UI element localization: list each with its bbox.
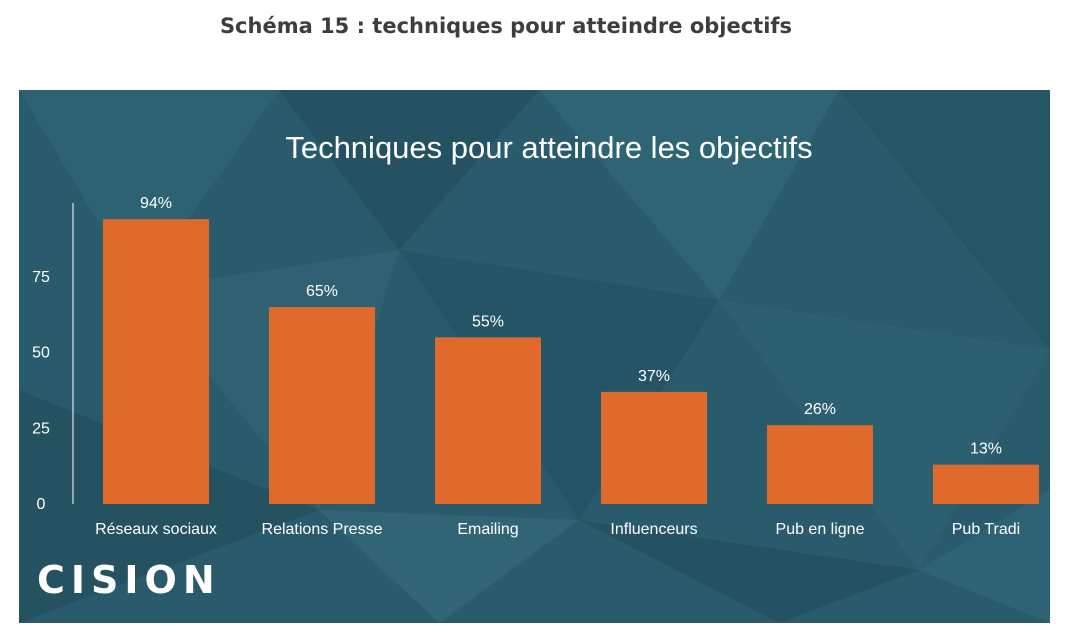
logo-text: CISION: [37, 558, 221, 602]
bar-value-label: 94%: [140, 195, 172, 212]
bar-value-label: 13%: [970, 441, 1002, 458]
category-label: Réseaux sociaux: [95, 521, 217, 538]
bar: [103, 219, 209, 504]
y-tick-label: 75: [32, 269, 50, 286]
y-tick-label: 0: [37, 496, 46, 513]
bar: [269, 307, 375, 504]
bar-value-label: 37%: [638, 368, 670, 385]
bar: [435, 337, 541, 504]
chart-title: Techniques pour atteindre les objectifs: [285, 130, 813, 165]
figure-caption: Schéma 15 : techniques pour atteindre ob…: [219, 14, 793, 38]
category-labels-group: Réseaux sociaux Relations Presse Emailing I…: [95, 521, 1020, 538]
bar: [601, 391, 707, 504]
bar: [767, 425, 873, 504]
bars-group: [103, 219, 1039, 504]
bar-value-label: 26%: [804, 401, 836, 418]
category-label: Pub en ligne: [776, 521, 865, 538]
bar-value-label: 65%: [306, 283, 338, 300]
category-label: Pub Tradi: [952, 521, 1020, 538]
chart-panel: Techniques pour atteindre les objectifs …: [19, 90, 1050, 623]
category-label: Influenceurs: [610, 521, 697, 538]
y-tick-label: 25: [32, 420, 50, 437]
bar-chart: 0 25 50 75 94% 65% 55% 37% 26% 13% Réseaux socia…: [32, 195, 1039, 538]
category-label: Relations Presse: [262, 521, 383, 538]
y-axis-ticks: 0 25 50 75: [32, 269, 50, 513]
cision-logo: CISION: [37, 558, 221, 602]
value-labels-group: 94% 65% 55% 37% 26% 13%: [140, 195, 1002, 457]
bar: [933, 464, 1039, 504]
y-tick-label: 50: [32, 345, 50, 362]
category-label: Emailing: [457, 521, 518, 538]
bar-value-label: 55%: [472, 313, 504, 330]
